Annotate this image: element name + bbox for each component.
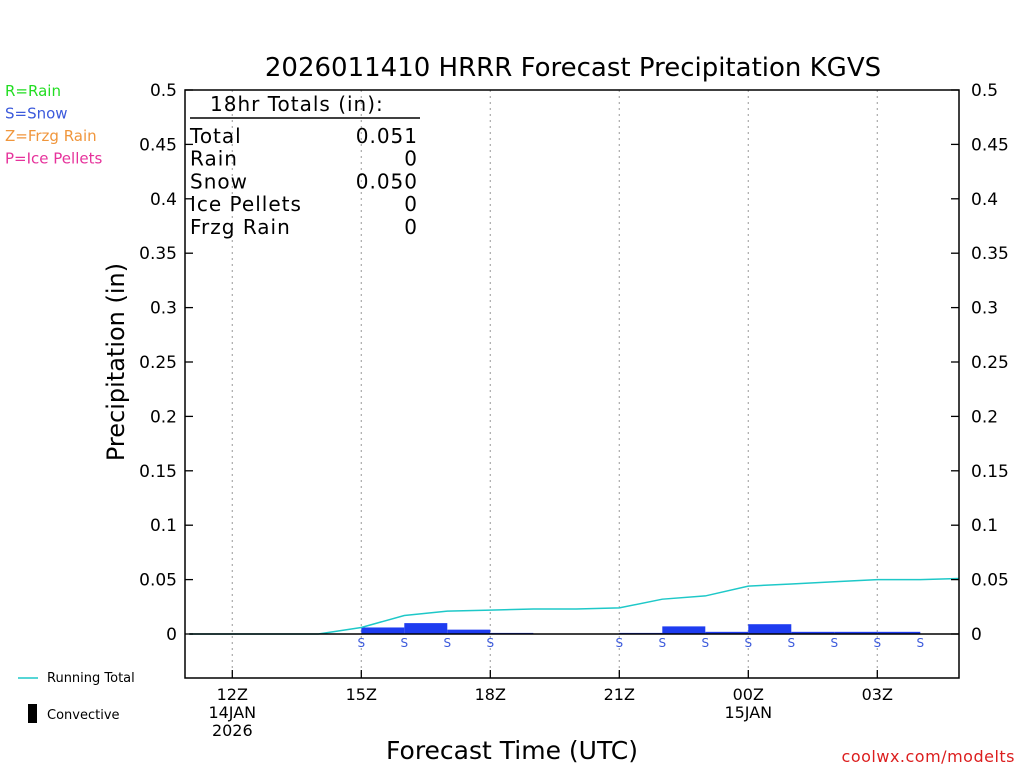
totals-label-1: Rain bbox=[190, 147, 238, 171]
ptype-mark-10: S bbox=[873, 636, 881, 650]
y-tick-label-right-4: 0.2 bbox=[971, 407, 998, 427]
ptype-mark-5: S bbox=[658, 636, 666, 650]
ptype-mark-7: S bbox=[744, 636, 752, 650]
y-tick-label-left-6: 0.3 bbox=[150, 299, 177, 319]
y-tick-label-right-9: 0.45 bbox=[971, 135, 1009, 155]
convective-legend-swatch bbox=[28, 704, 37, 723]
x-tick-label-0-0: 12Z bbox=[217, 685, 248, 704]
ptype-legend-item-0: R=Rain bbox=[5, 82, 61, 100]
totals-header: 18hr Totals (in): bbox=[210, 92, 384, 116]
totals-value-1: 0 bbox=[404, 147, 418, 171]
ptype-mark-6: S bbox=[701, 636, 709, 650]
running-total-legend-label: Running Total bbox=[47, 671, 135, 686]
y-tick-label-left-4: 0.2 bbox=[150, 407, 177, 427]
y-tick-label-right-1: 0.05 bbox=[971, 571, 1009, 591]
y-tick-label-left-1: 0.05 bbox=[139, 571, 177, 591]
y-tick-label-left-5: 0.25 bbox=[139, 353, 177, 373]
ptype-mark-11: S bbox=[916, 636, 924, 650]
totals-value-0: 0.051 bbox=[356, 124, 418, 148]
y-tick-label-right-0: 0 bbox=[971, 625, 982, 645]
y-tick-label-right-7: 0.35 bbox=[971, 244, 1009, 264]
precip-bar-15 bbox=[834, 631, 878, 634]
convective-legend-label: Convective bbox=[47, 708, 120, 723]
x-tick-label-4-0: 00Z bbox=[733, 685, 764, 704]
y-tick-label-right-8: 0.4 bbox=[971, 190, 998, 210]
x-tick-label-0-2: 2026 bbox=[212, 721, 253, 740]
ptype-mark-4: S bbox=[615, 636, 623, 650]
ptype-mark-9: S bbox=[830, 636, 838, 650]
y-axis-right: 0 0.05 0.1 0.15 0.2 0.25 0.3 0.35 0.4 0.45 0.5 bbox=[951, 81, 1009, 645]
ptype-mark-2: S bbox=[443, 636, 451, 650]
bottom-legend: Running Total Convective bbox=[18, 671, 135, 723]
y-tick-label-left-9: 0.45 bbox=[139, 135, 177, 155]
totals-label-3: Ice Pellets bbox=[190, 192, 302, 216]
precip-bar-12 bbox=[705, 631, 749, 634]
totals-label-2: Snow bbox=[190, 169, 248, 193]
totals-value-2: 0.050 bbox=[356, 169, 418, 193]
ptype-mark-3: S bbox=[486, 636, 494, 650]
y-tick-label-left-0: 0 bbox=[166, 625, 177, 645]
x-tick-label-2-0: 18Z bbox=[475, 685, 506, 704]
credit-text: coolwx.com/modelts bbox=[842, 747, 1015, 766]
precip-type-legend: R=Rain S=Snow Z=Frzg Rain P=Ice Pellets bbox=[5, 82, 102, 168]
precip-bar-11 bbox=[662, 626, 706, 634]
x-tick-label-4-1: 15JAN bbox=[724, 703, 772, 722]
precip-bar-6 bbox=[447, 629, 491, 634]
ptype-mark-8: S bbox=[787, 636, 795, 650]
totals-value-4: 0 bbox=[404, 215, 418, 239]
totals-box: 18hr Totals (in): Total 0.051 Rain 0 Snow 0.0… bbox=[189, 92, 420, 239]
x-tick-label-5-0: 03Z bbox=[862, 685, 893, 704]
y-axis-label: Precipitation (in) bbox=[102, 263, 130, 461]
chart-title: 2026011410 HRRR Forecast Precipitation K… bbox=[265, 53, 881, 83]
ptype-legend-item-1: S=Snow bbox=[5, 105, 68, 123]
y-tick-label-right-6: 0.3 bbox=[971, 299, 998, 319]
ptype-legend-item-2: Z=Frzg Rain bbox=[5, 127, 97, 145]
x-tick-label-0-1: 14JAN bbox=[208, 703, 256, 722]
y-tick-label-left-3: 0.15 bbox=[139, 462, 177, 482]
y-tick-label-right-10: 0.5 bbox=[971, 81, 998, 101]
totals-label-0: Total bbox=[189, 124, 242, 148]
ptype-mark-1: S bbox=[400, 636, 408, 650]
precip-bar-14 bbox=[791, 631, 835, 634]
ptype-mark-0: S bbox=[357, 636, 365, 650]
totals-label-4: Frzg Rain bbox=[190, 215, 291, 239]
y-tick-label-left-2: 0.1 bbox=[150, 516, 177, 536]
x-tick-label-3-0: 21Z bbox=[604, 685, 635, 704]
precip-bar-16 bbox=[877, 631, 921, 634]
ptype-legend-item-3: P=Ice Pellets bbox=[5, 150, 102, 168]
precip-bar-4 bbox=[361, 627, 405, 634]
gridlines bbox=[231, 90, 878, 678]
y-tick-label-right-5: 0.25 bbox=[971, 353, 1009, 373]
plot-frame bbox=[184, 89, 960, 679]
y-tick-label-left-7: 0.35 bbox=[139, 244, 177, 264]
y-tick-label-right-2: 0.1 bbox=[971, 516, 998, 536]
x-tick-label-1-0: 15Z bbox=[346, 685, 377, 704]
precip-bar-5 bbox=[404, 623, 448, 634]
x-axis-label: Forecast Time (UTC) bbox=[386, 736, 638, 765]
y-tick-label-left-8: 0.4 bbox=[150, 190, 177, 210]
y-tick-label-right-3: 0.15 bbox=[971, 462, 1009, 482]
y-axis-left: 0 0.05 0.1 0.15 0.2 0.25 0.3 0.35 0.4 0.45 0.5 bbox=[139, 81, 193, 645]
totals-value-3: 0 bbox=[404, 192, 418, 216]
precip-bar-13 bbox=[748, 624, 792, 634]
y-tick-label-left-10: 0.5 bbox=[150, 81, 177, 101]
